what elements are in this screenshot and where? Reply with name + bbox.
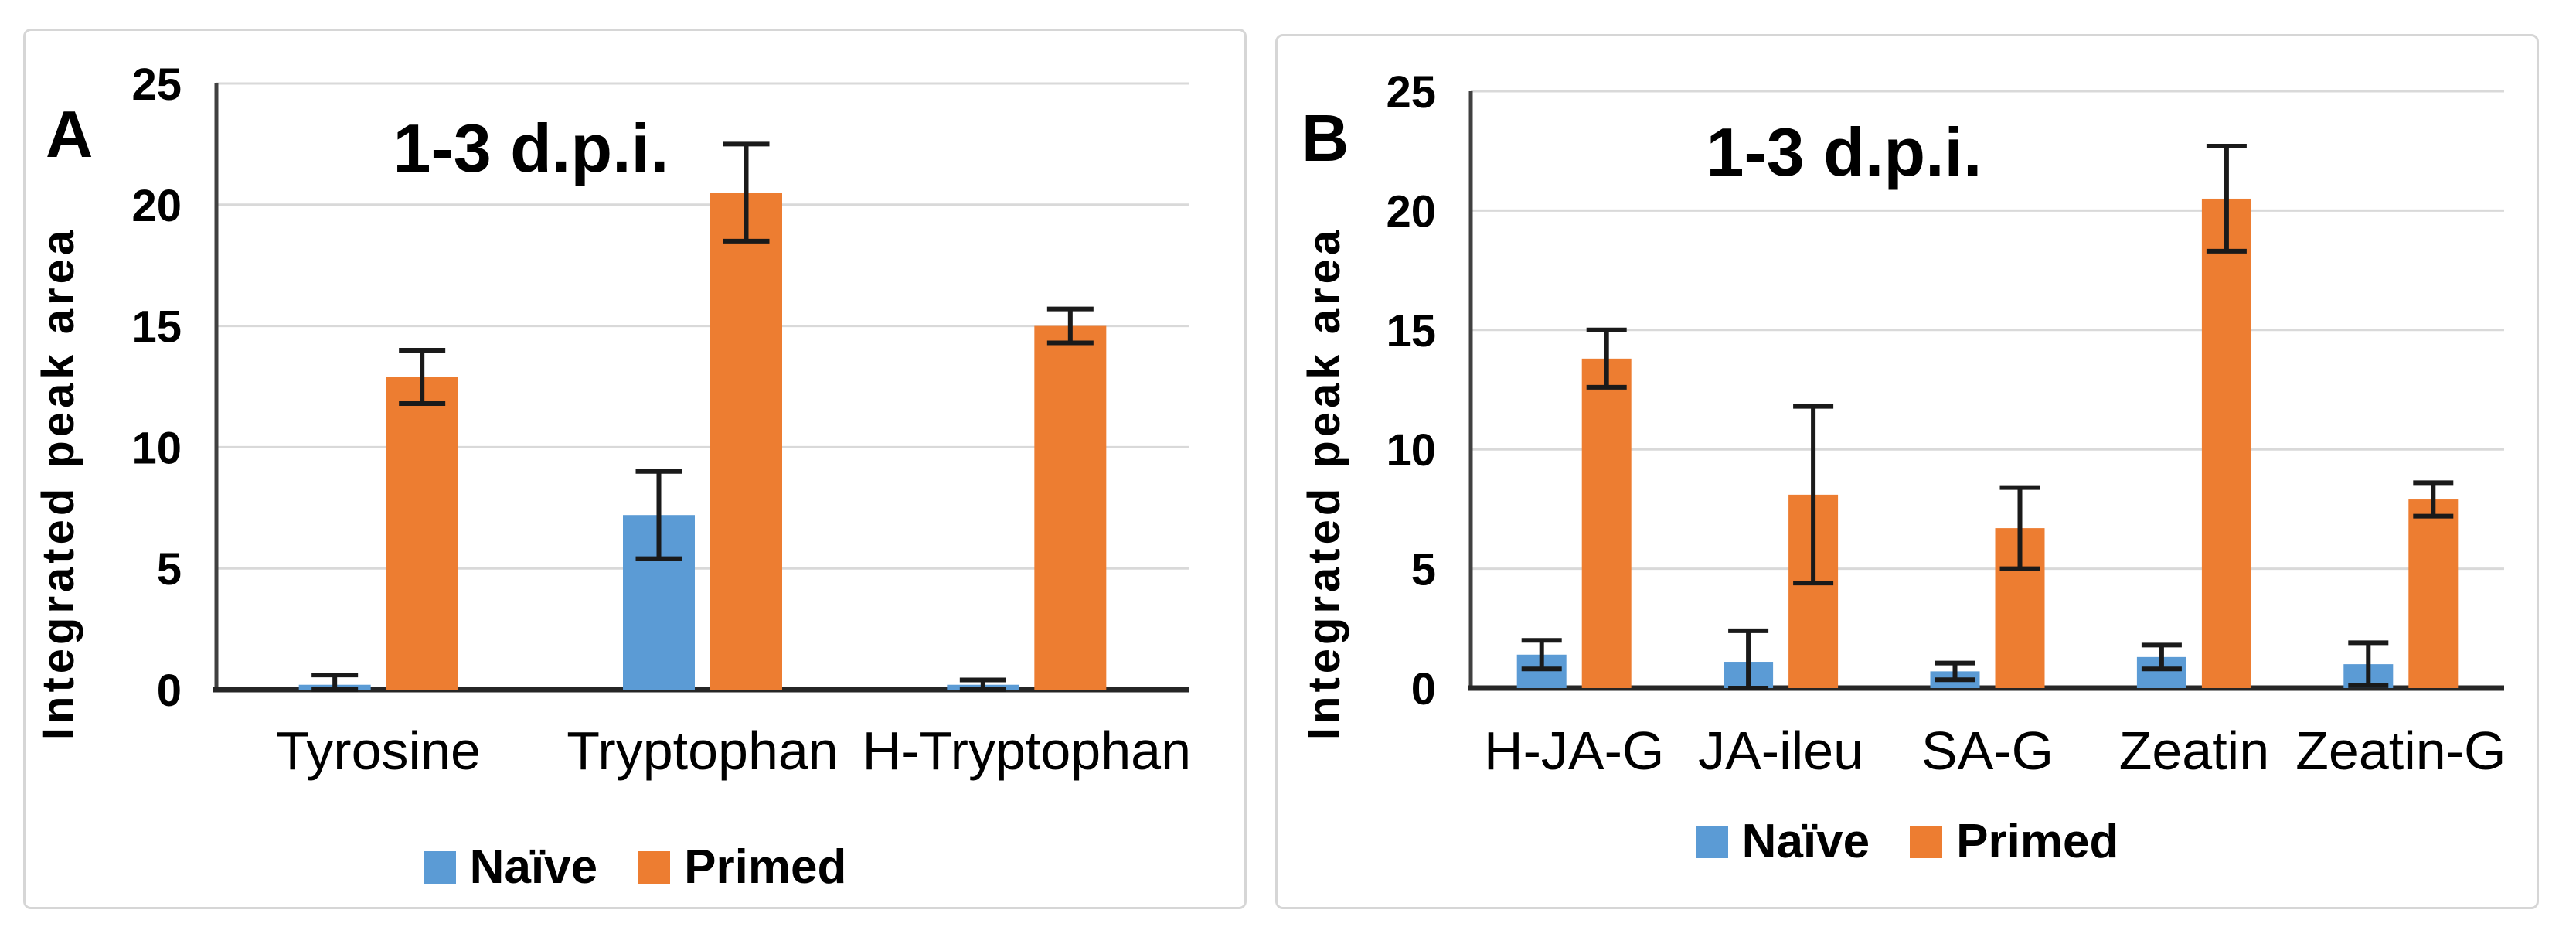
legend-item-primed: Primed: [638, 843, 846, 891]
category-label-zeatin: Zeatin: [2119, 721, 2270, 781]
y-tick-label-15: 15: [1386, 306, 1436, 356]
bar-chart-a: 0 5 10 15 20 25 1-3 d.p.i. Integrated peak area…: [33, 60, 1191, 781]
category-label-tryptophan: Tryptophan: [567, 721, 839, 781]
legend-item-primed: Primed: [1910, 818, 2118, 866]
legend-b: Naïve Primed: [1278, 809, 2537, 874]
error-bar-na-ve-h-tryptophan: [959, 677, 1006, 692]
legend-swatch-primed: [1910, 826, 1943, 858]
panel-a-letter: A: [46, 98, 94, 172]
legend-swatch-na-ve: [423, 851, 456, 884]
bar-primed-tryptophan: [710, 193, 782, 690]
category-label-ja-ileu: JA-ileu: [1698, 721, 1863, 781]
bar-primed-zeatin-g: [2408, 499, 2459, 688]
category-label-h-ja-g: H-JA-G: [1484, 721, 1664, 781]
y-tick-label-0: 0: [1411, 664, 1436, 714]
y-tick-label-0: 0: [157, 666, 182, 716]
chart-title: 1-3 d.p.i.: [1707, 114, 1982, 190]
error-bar-na-ve-ja-ileu: [1728, 628, 1769, 690]
y-tick-label-15: 15: [131, 302, 182, 353]
error-bar-primed-tyrosine: [399, 347, 446, 406]
category-label-zeatin-g: Zeatin-G: [2295, 721, 2506, 781]
chart-title: 1-3 d.p.i.: [393, 110, 669, 186]
y-tick-label-25: 25: [131, 60, 182, 110]
bar-primed-zeatin: [2201, 198, 2251, 688]
panel-a: A 0 5 10 15 20 25 1-3 d.p.i. Integrated peak ar…: [23, 29, 1247, 909]
error-bar-primed-zeatin-g: [2413, 480, 2454, 519]
y-tick-label-20: 20: [131, 181, 182, 231]
error-bar-na-ve-h-ja-g: [1521, 638, 1562, 672]
panel-b-letter: B: [1302, 102, 1349, 176]
error-bar-na-ve-sa-g: [1935, 660, 1975, 683]
y-tick-label-20: 20: [1386, 186, 1436, 237]
y-tick-label-10: 10: [131, 423, 182, 473]
error-bar-primed-zeatin: [2206, 144, 2247, 254]
category-label-sa-g: SA-G: [1921, 721, 2054, 781]
error-bar-primed-tryptophan: [723, 141, 770, 244]
legend-label-primed: Primed: [684, 840, 847, 894]
error-bar-na-ve-zeatin: [2141, 642, 2182, 672]
legend-label-na-ve: Naïve: [1741, 815, 1870, 868]
error-bar-primed-ja-ileu: [1793, 404, 1834, 586]
legend-a: Naïve Primed: [26, 835, 1244, 900]
y-tick-label-25: 25: [1386, 67, 1436, 118]
y-tick-label-5: 5: [157, 544, 182, 595]
category-label-h-tryptophan: H-Tryptophan: [863, 721, 1191, 781]
legend-swatch-na-ve: [1695, 826, 1728, 858]
bar-primed-h-ja-g: [1581, 358, 1632, 688]
legend-swatch-primed: [638, 851, 671, 884]
error-bar-primed-h-tryptophan: [1046, 306, 1094, 346]
y-axis-title: Integrated peak area: [33, 227, 83, 740]
error-bar-primed-sa-g: [1999, 485, 2040, 571]
panel-b: B 0 5 10 15 20 25 1-3 d.p.i. Integrated peak ar…: [1275, 34, 2539, 909]
legend-item-na-ve: Naïve: [1695, 815, 1870, 868]
legend-label-na-ve: Naïve: [469, 840, 598, 894]
category-label-tyrosine: Tyrosine: [276, 721, 481, 781]
bar-chart-b: 0 5 10 15 20 25 1-3 d.p.i. Integrated peak area…: [1299, 67, 2506, 781]
y-tick-label-10: 10: [1386, 425, 1436, 475]
y-tick-label-5: 5: [1411, 545, 1436, 595]
legend-label-primed: Primed: [1956, 815, 2119, 868]
error-bar-na-ve-tyrosine: [311, 673, 359, 692]
bar-primed-tyrosine: [386, 377, 458, 690]
error-bar-na-ve-zeatin-g: [2348, 640, 2389, 688]
legend-item-na-ve: Naïve: [423, 840, 598, 894]
error-bar-primed-h-ja-g: [1586, 327, 1627, 390]
error-bar-na-ve-tryptophan: [635, 469, 682, 561]
bar-primed-h-tryptophan: [1034, 325, 1107, 690]
y-axis-title: Integrated peak area: [1299, 227, 1349, 740]
